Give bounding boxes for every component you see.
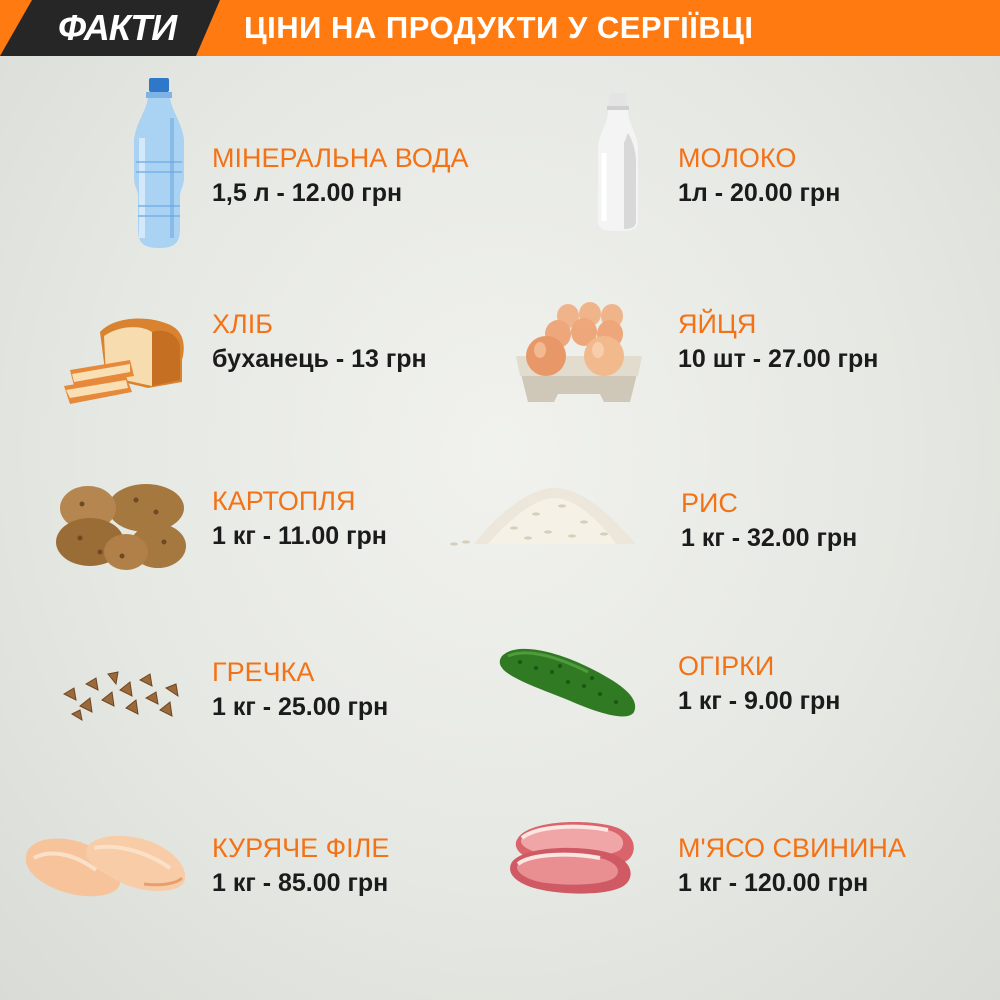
product-name: ОГІРКИ xyxy=(678,651,775,681)
product-bread: ХЛІБ буханець - 13 грн xyxy=(212,308,427,375)
product-pork: М'ЯСО СВИНИНА 1 кг - 120.00 грн xyxy=(678,832,906,899)
bread-icon xyxy=(64,318,184,404)
product-price: 1,5 л - 12.00 грн xyxy=(212,179,403,207)
logo: ФАКТИ xyxy=(0,0,220,56)
potato-icon xyxy=(56,484,186,570)
product-eggs: ЯЙЦЯ 10 шт - 27.00 грн xyxy=(678,308,878,375)
product-name: МІНЕРАЛЬНА ВОДА xyxy=(212,143,469,173)
rice-icon xyxy=(450,488,636,546)
product-price: 1л - 20.00 грн xyxy=(678,179,841,207)
product-mineral-water: МІНЕРАЛЬНА ВОДА 1,5 л - 12.00 грн xyxy=(212,142,469,209)
chicken-fillet-icon xyxy=(25,835,186,897)
product-name: РИС xyxy=(681,488,738,518)
product-name: ЯЙЦЯ xyxy=(678,309,757,339)
product-name: ГРЕЧКА xyxy=(212,657,315,687)
product-price: буханець - 13 грн xyxy=(212,345,427,373)
product-rice: РИС 1 кг - 32.00 грн xyxy=(681,487,857,554)
product-price: 10 шт - 27.00 грн xyxy=(678,345,879,373)
product-price: 1 кг - 9.00 грн xyxy=(678,687,841,715)
eggs-icon xyxy=(516,302,642,402)
product-milk: МОЛОКО 1л - 20.00 грн xyxy=(678,142,840,209)
product-chicken-fillet: КУРЯЧЕ ФІЛЕ 1 кг - 85.00 грн xyxy=(212,832,389,899)
product-name: ХЛІБ xyxy=(212,309,273,339)
product-buckwheat: ГРЕЧКА 1 кг - 25.00 грн xyxy=(212,656,388,723)
product-price: 1 кг - 11.00 грн xyxy=(212,522,387,550)
product-potato: КАРТОПЛЯ 1 кг - 11.00 грн xyxy=(212,485,387,552)
logo-text: ФАКТИ xyxy=(58,7,177,48)
pork-meat-icon xyxy=(510,822,634,894)
product-name: КАРТОПЛЯ xyxy=(212,486,356,516)
water-bottle-icon xyxy=(134,78,184,248)
header-bar: ФАКТИ ЦІНИ НА ПРОДУКТИ У СЕРГІЇВЦІ xyxy=(0,0,1000,56)
buckwheat-icon xyxy=(62,671,179,722)
product-name: М'ЯСО СВИНИНА xyxy=(678,833,906,863)
cucumber-icon xyxy=(499,648,636,717)
product-price: 1 кг - 85.00 грн xyxy=(212,869,389,897)
product-name: КУРЯЧЕ ФІЛЕ xyxy=(212,833,390,863)
product-price: 1 кг - 120.00 грн xyxy=(678,869,869,897)
product-price: 1 кг - 32.00 грн xyxy=(681,524,858,552)
product-name: МОЛОКО xyxy=(678,143,797,173)
page-title: ЦІНИ НА ПРОДУКТИ У СЕРГІЇВЦІ xyxy=(244,10,754,45)
product-cucumber: ОГІРКИ 1 кг - 9.00 грн xyxy=(678,650,840,717)
product-price: 1 кг - 25.00 грн xyxy=(212,693,389,721)
milk-bottle-icon xyxy=(598,93,638,231)
